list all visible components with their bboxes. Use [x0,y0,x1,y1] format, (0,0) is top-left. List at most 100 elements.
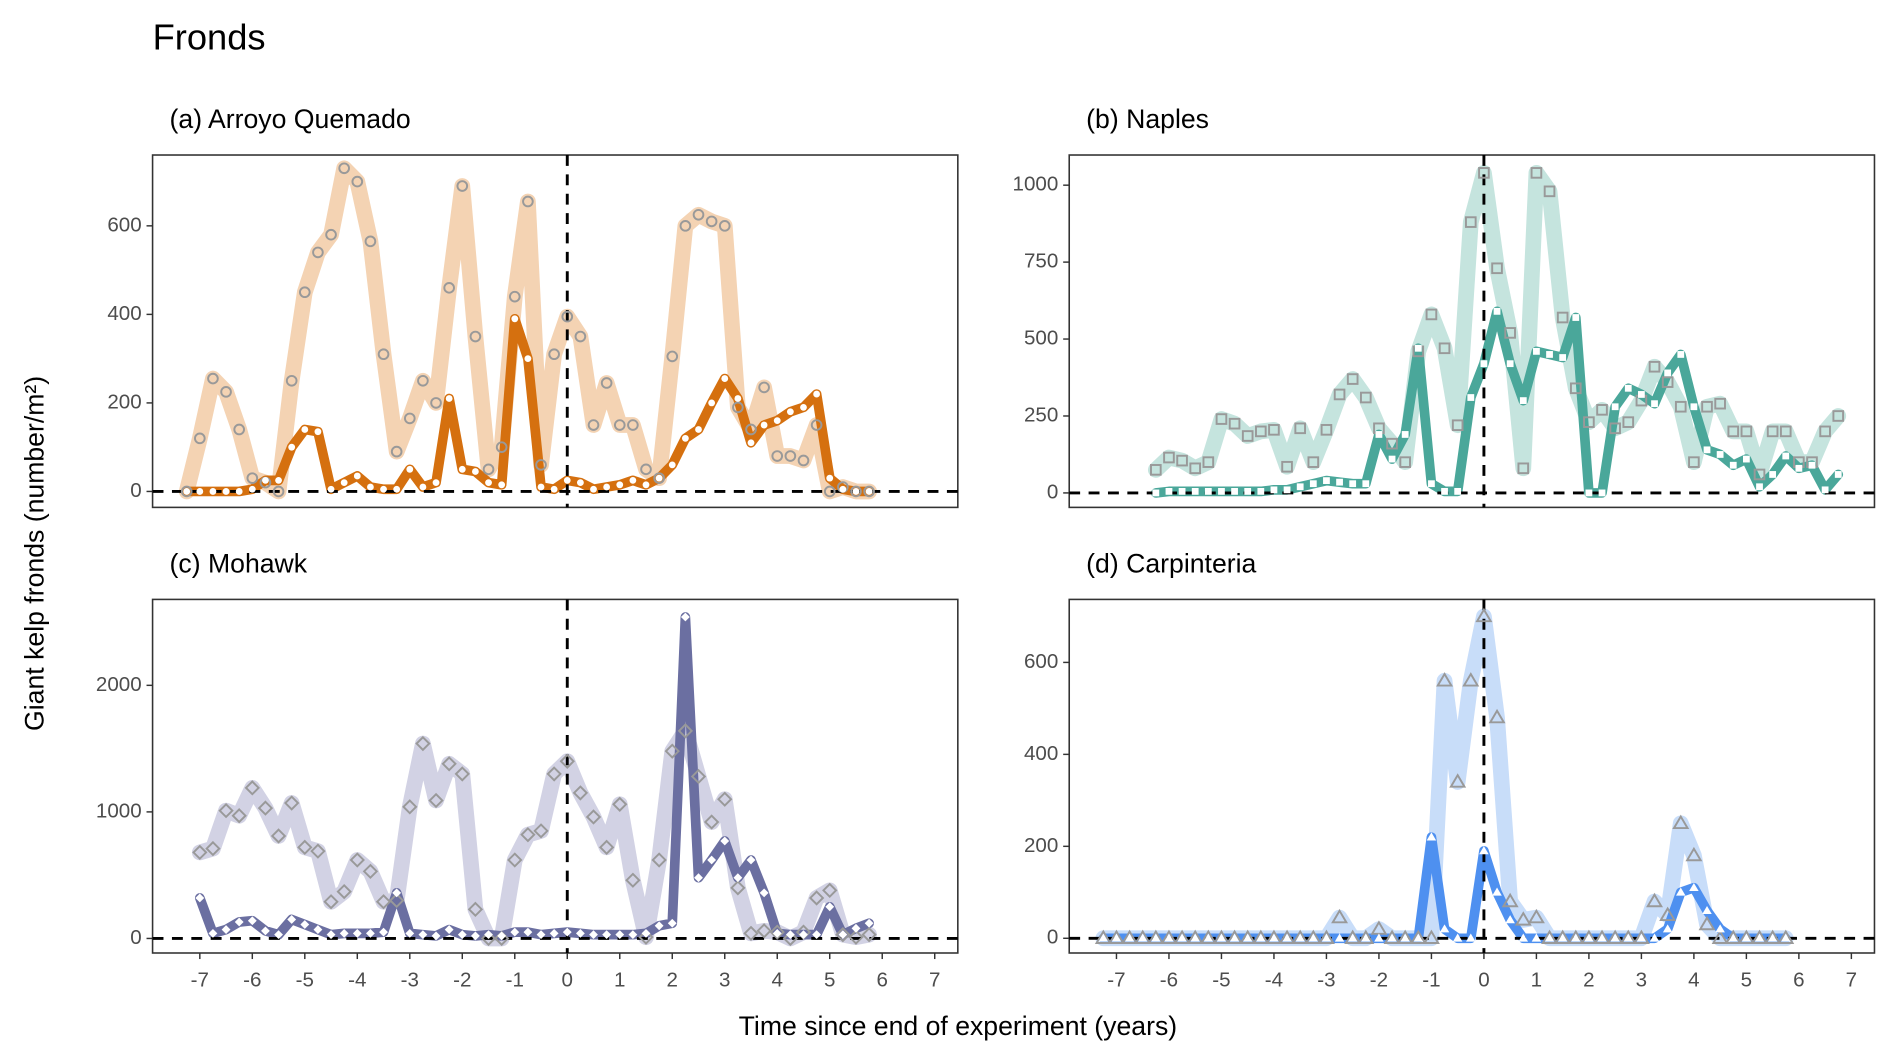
control-point [640,463,652,476]
removal-point [1362,480,1370,488]
removal-point [852,488,860,495]
removal-point [1611,403,1619,411]
control-point [1632,929,1650,944]
x-tick-label: -6 [243,968,261,991]
x-tick-label: -7 [1107,968,1125,991]
removal-point [1584,933,1594,942]
removal-point [1531,933,1542,942]
removal-point [1492,887,1502,896]
removal-point [800,403,807,411]
removal-point [1454,487,1462,495]
removal-point [1295,933,1305,942]
removal-point [577,479,584,486]
x-tick-label: -3 [401,968,419,991]
control-point [1304,929,1322,944]
control-point [1212,929,1230,944]
control-point [587,419,600,431]
removal-point [1244,487,1252,495]
removal-point [1664,369,1672,377]
y-tick-label: 600 [107,213,141,236]
control-line [178,160,877,500]
control-point [612,796,628,812]
control-point [1698,915,1716,931]
removal-point [353,472,361,480]
removal-point [1203,933,1214,942]
control-point [1530,167,1543,179]
removal-point [262,476,269,484]
control-point [1751,929,1768,944]
removal-point [1283,486,1291,494]
removal-point [1767,933,1778,942]
removal-point [1623,933,1634,942]
y-tick-label: 0 [130,926,141,949]
control-point [312,246,324,259]
control-point [507,852,523,868]
y-tick-label: 200 [107,390,141,413]
removal-point [1559,354,1567,361]
panel-title: (a) Arroyo Quemado [170,104,411,134]
control-point [1462,672,1480,687]
control-point [1527,908,1545,924]
removal-point [1124,933,1135,942]
control-point [1517,462,1530,475]
control-point [1436,672,1454,687]
control-point [1501,892,1519,908]
x-tick-label: 5 [824,968,835,991]
control-point [1307,456,1320,468]
control-point [323,894,339,910]
removal-point [1677,351,1685,358]
removal-point [419,483,427,491]
control-point [349,852,365,868]
control-point [430,397,442,409]
removal-point [300,920,310,929]
control-point [1202,456,1215,468]
removal-point [1414,344,1422,352]
control-point [705,215,718,228]
removal-point [432,479,440,486]
removal-point [562,927,572,937]
control-point [835,926,851,943]
control-point [1268,424,1280,436]
control-point [454,766,470,782]
removal-point [680,612,690,622]
control-point [1422,929,1440,944]
removal-point [1349,480,1357,488]
removal-point [695,426,702,433]
removal-point [537,483,545,491]
control-point [493,930,510,947]
removal-point [380,485,387,493]
removal-point [1466,933,1476,942]
control-point [1832,410,1845,422]
control-point [717,791,733,807]
removal-point [510,927,520,937]
control-point [1724,929,1742,944]
control-point [417,374,429,387]
control-point [1541,929,1559,944]
removal-point [288,443,296,451]
control-point [756,923,772,939]
control-point [784,450,797,462]
removal-point [1716,451,1724,458]
control-point [638,929,654,945]
x-tick-label: -4 [348,968,366,991]
removal-point [1347,933,1358,942]
removal-point [1533,347,1540,355]
x-tick-label: 0 [562,968,573,991]
control-point [1661,376,1674,388]
removal-point [1571,933,1581,942]
control-point [585,809,602,825]
control-point [613,419,626,431]
y-axis-label: Giant kelp fronds (number/m²) [19,376,49,731]
control-point [480,930,497,947]
control-point [469,330,482,343]
removal-point [393,485,401,493]
removal-point [1190,933,1200,942]
removal-point [1518,933,1529,942]
control-point [572,785,589,801]
removal-point [773,417,781,425]
y-tick-label: 500 [1024,326,1058,349]
removal-point [183,488,191,495]
control-point [666,350,679,363]
removal-point [1479,846,1489,855]
control-point [1294,422,1307,435]
